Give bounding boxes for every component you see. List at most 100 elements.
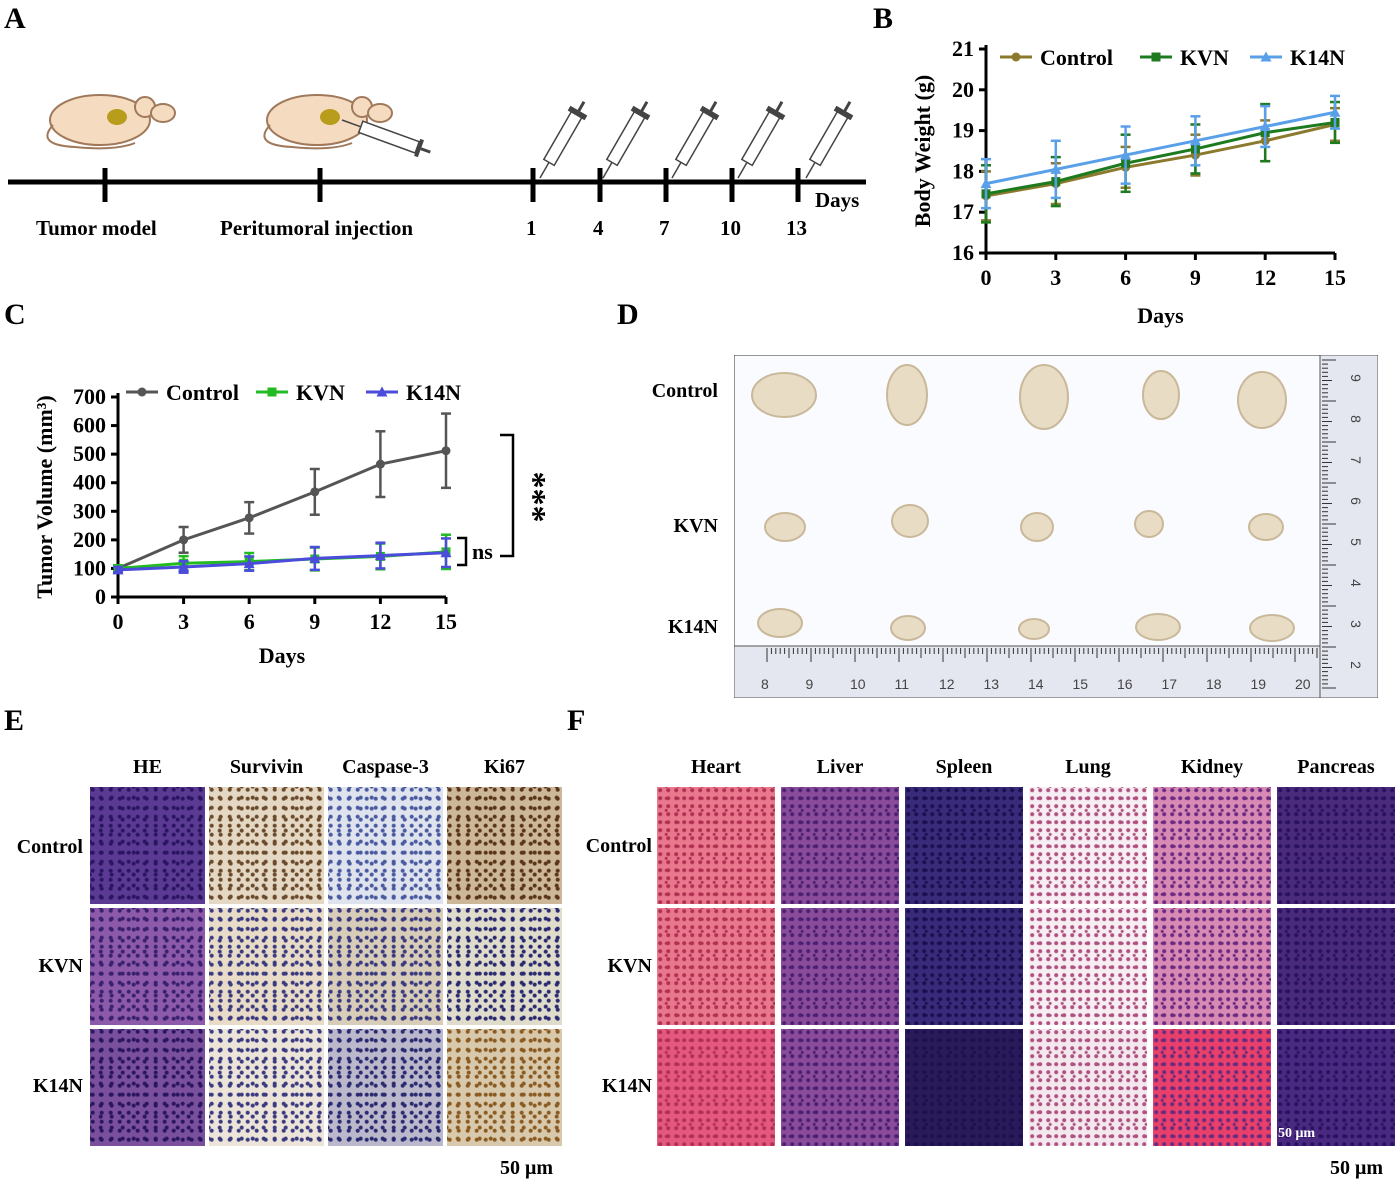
tumor [1237, 371, 1287, 429]
panel-label-e: E [4, 704, 25, 737]
data-point [267, 387, 277, 397]
ruler-label: 3 [1347, 620, 1364, 628]
organ-image-pancreas [1277, 908, 1395, 1025]
tumor [1018, 618, 1050, 640]
tumor [1134, 510, 1164, 538]
ruler-label: 7 [1347, 456, 1364, 464]
data-point [441, 446, 451, 456]
ihc-image-caspase-3 [328, 908, 443, 1025]
data-point [980, 178, 992, 189]
x-tick-label: 12 [369, 609, 391, 634]
y-tick-label: 100 [73, 555, 106, 580]
timeline-unit: Days [815, 188, 860, 212]
data-point [1329, 106, 1341, 117]
x-tick-label: 6 [244, 609, 255, 634]
ihc-image-he [90, 1029, 205, 1146]
organ-image-heart [657, 1029, 775, 1146]
organ-image-spleen [905, 908, 1023, 1025]
ruler-label: 6 [1347, 497, 1364, 505]
organ-col-pancreas: Pancreas [1297, 756, 1375, 778]
data-point [1189, 135, 1201, 146]
tumor [1020, 512, 1054, 542]
ihc-image-caspase-3 [328, 787, 443, 904]
y-tick-label: 300 [73, 498, 106, 523]
ihc-image-survivin [209, 908, 324, 1025]
timeline-day: 10 [720, 216, 741, 240]
data-point [376, 386, 388, 397]
organ-row-k14n: K14N [602, 1075, 652, 1097]
data-point [1151, 52, 1161, 62]
tumor-volume-chart: 0 3 6 9 12 15 0 100 200 300 400 500 600 700 Days Tumor … [32, 380, 552, 668]
ruler-label: 9 [1347, 374, 1364, 382]
legend-label: Control [1040, 45, 1113, 70]
ruler-label: 11 [894, 676, 910, 692]
legend-label: K14N [1290, 45, 1345, 70]
timeline-stage-tumor-model: Tumor model [36, 216, 157, 240]
data-point [178, 561, 190, 572]
ruler-label: 2 [1347, 661, 1364, 669]
legend-label: K14N [406, 380, 461, 405]
timeline-day: 13 [786, 216, 807, 240]
organ-row-kvn: KVN [607, 955, 652, 977]
x-tick-label: 6 [1120, 265, 1131, 290]
data-point [1259, 121, 1271, 132]
y-tick-label: 20 [952, 77, 974, 102]
organ-scale-label: 50 μm [1330, 1157, 1383, 1179]
timeline-ticks [102, 168, 801, 202]
ruler-label: 8 [761, 676, 769, 692]
ihc-col-ki67: Ki67 [483, 756, 526, 778]
ihc-image-ki67 [447, 787, 562, 904]
organ-image-lung [1029, 908, 1147, 1025]
body-weight-chart: 0 3 6 9 12 15 16 17 18 19 20 21 Days Body Weight (g) C… [910, 36, 1346, 328]
panel-label-a: A [4, 2, 26, 35]
x-tick-label: 3 [178, 609, 189, 634]
organ-col-kidney: Kidney [1180, 756, 1244, 778]
ihc-image-survivin [209, 787, 324, 904]
tumor [751, 372, 817, 418]
panel-label-d: D [617, 298, 639, 331]
legend-label: KVN [296, 380, 345, 405]
x-tick-label: 0 [981, 265, 992, 290]
organ-col-liver: Liver [816, 756, 864, 778]
ruler-label: 12 [939, 676, 955, 692]
significance-bracket [457, 536, 468, 567]
ruler-label: 9 [805, 676, 814, 692]
ruler-horizontal [734, 645, 1321, 698]
ruler-label: 5 [1347, 538, 1364, 546]
data-point [1120, 149, 1132, 160]
organ-image-heart [657, 787, 775, 904]
organ-col-spleen: Spleen [935, 756, 993, 778]
organ-image-liver [781, 1029, 899, 1146]
ruler-label: 15 [1072, 676, 1089, 692]
organ-image-lung [1029, 1029, 1147, 1146]
series-line [985, 120, 1336, 196]
x-tick-label: 9 [309, 609, 320, 634]
legend-label: Control [166, 380, 239, 405]
x-axis-label: Days [1137, 303, 1184, 328]
mouse-icon [46, 94, 176, 150]
series-line [117, 449, 447, 570]
y-tick-label: 18 [952, 158, 974, 183]
panel-label-f: F [567, 704, 586, 737]
timeline-stage-injection: Peritumoral injection [220, 216, 414, 240]
timeline-day: 1 [526, 216, 537, 240]
ihc-row-kvn: KVN [38, 955, 83, 977]
data-point [310, 487, 320, 497]
organ-image-spleen [905, 787, 1023, 904]
ruler-label: 16 [1117, 676, 1133, 692]
ruler-label: 17 [1161, 676, 1178, 692]
ruler-label: 14 [1028, 676, 1044, 692]
legend-label: KVN [1180, 45, 1229, 70]
tumor [1142, 370, 1180, 420]
y-axis-label: Tumor Volume (mm³) [32, 395, 57, 598]
organ-image-kidney [1153, 908, 1271, 1025]
x-tick-label: 15 [1324, 265, 1346, 290]
data-point [244, 513, 254, 523]
ruler-label: 4 [1347, 579, 1364, 587]
mouse-injection-icon [263, 94, 431, 158]
ruler-label: 19 [1250, 676, 1267, 692]
y-tick-label: 19 [952, 118, 974, 143]
ihc-image-survivin [209, 1029, 324, 1146]
y-tick-label: 700 [73, 384, 106, 409]
y-tick-label: 500 [73, 441, 106, 466]
